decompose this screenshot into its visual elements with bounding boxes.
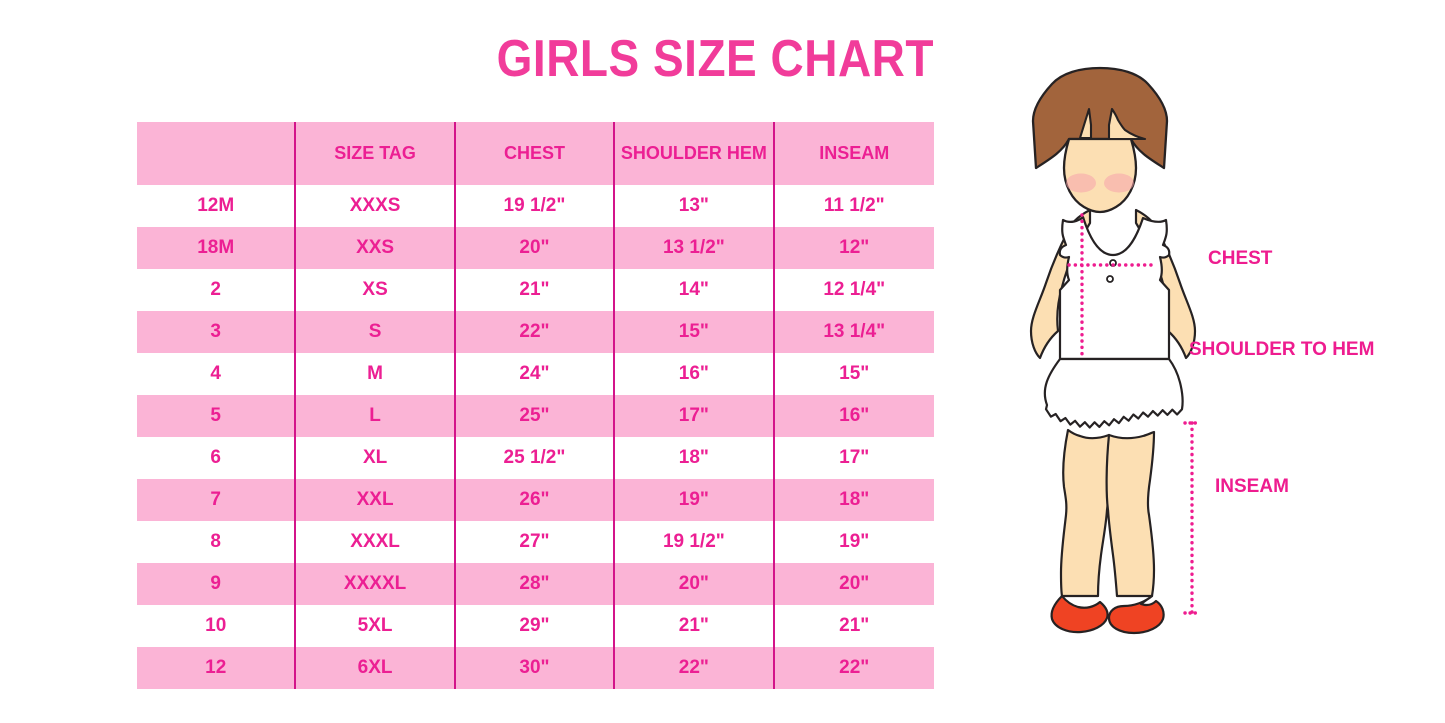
svg-text:SHOULDER TO HEM: SHOULDER TO HEM bbox=[1189, 339, 1374, 360]
svg-text:INSEAM: INSEAM bbox=[1215, 476, 1289, 497]
svg-text:CHEST: CHEST bbox=[1208, 248, 1273, 269]
